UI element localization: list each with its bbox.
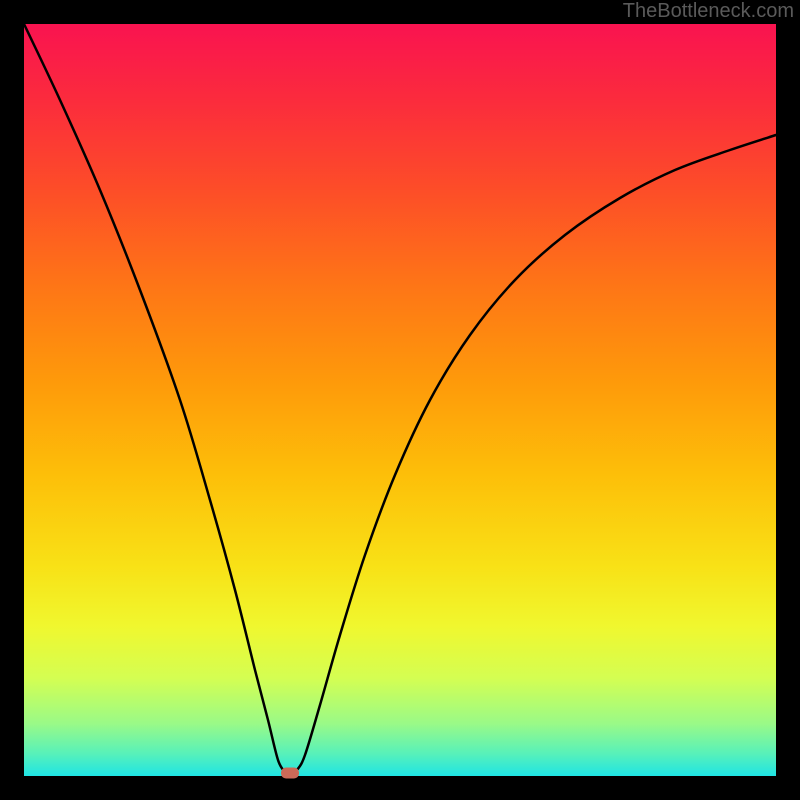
chart-svg [0,0,800,800]
plot-area [24,24,776,776]
chart-stage: TheBottleneck.com [0,0,800,800]
minimum-marker [281,768,299,779]
watermark-text: TheBottleneck.com [623,0,794,23]
